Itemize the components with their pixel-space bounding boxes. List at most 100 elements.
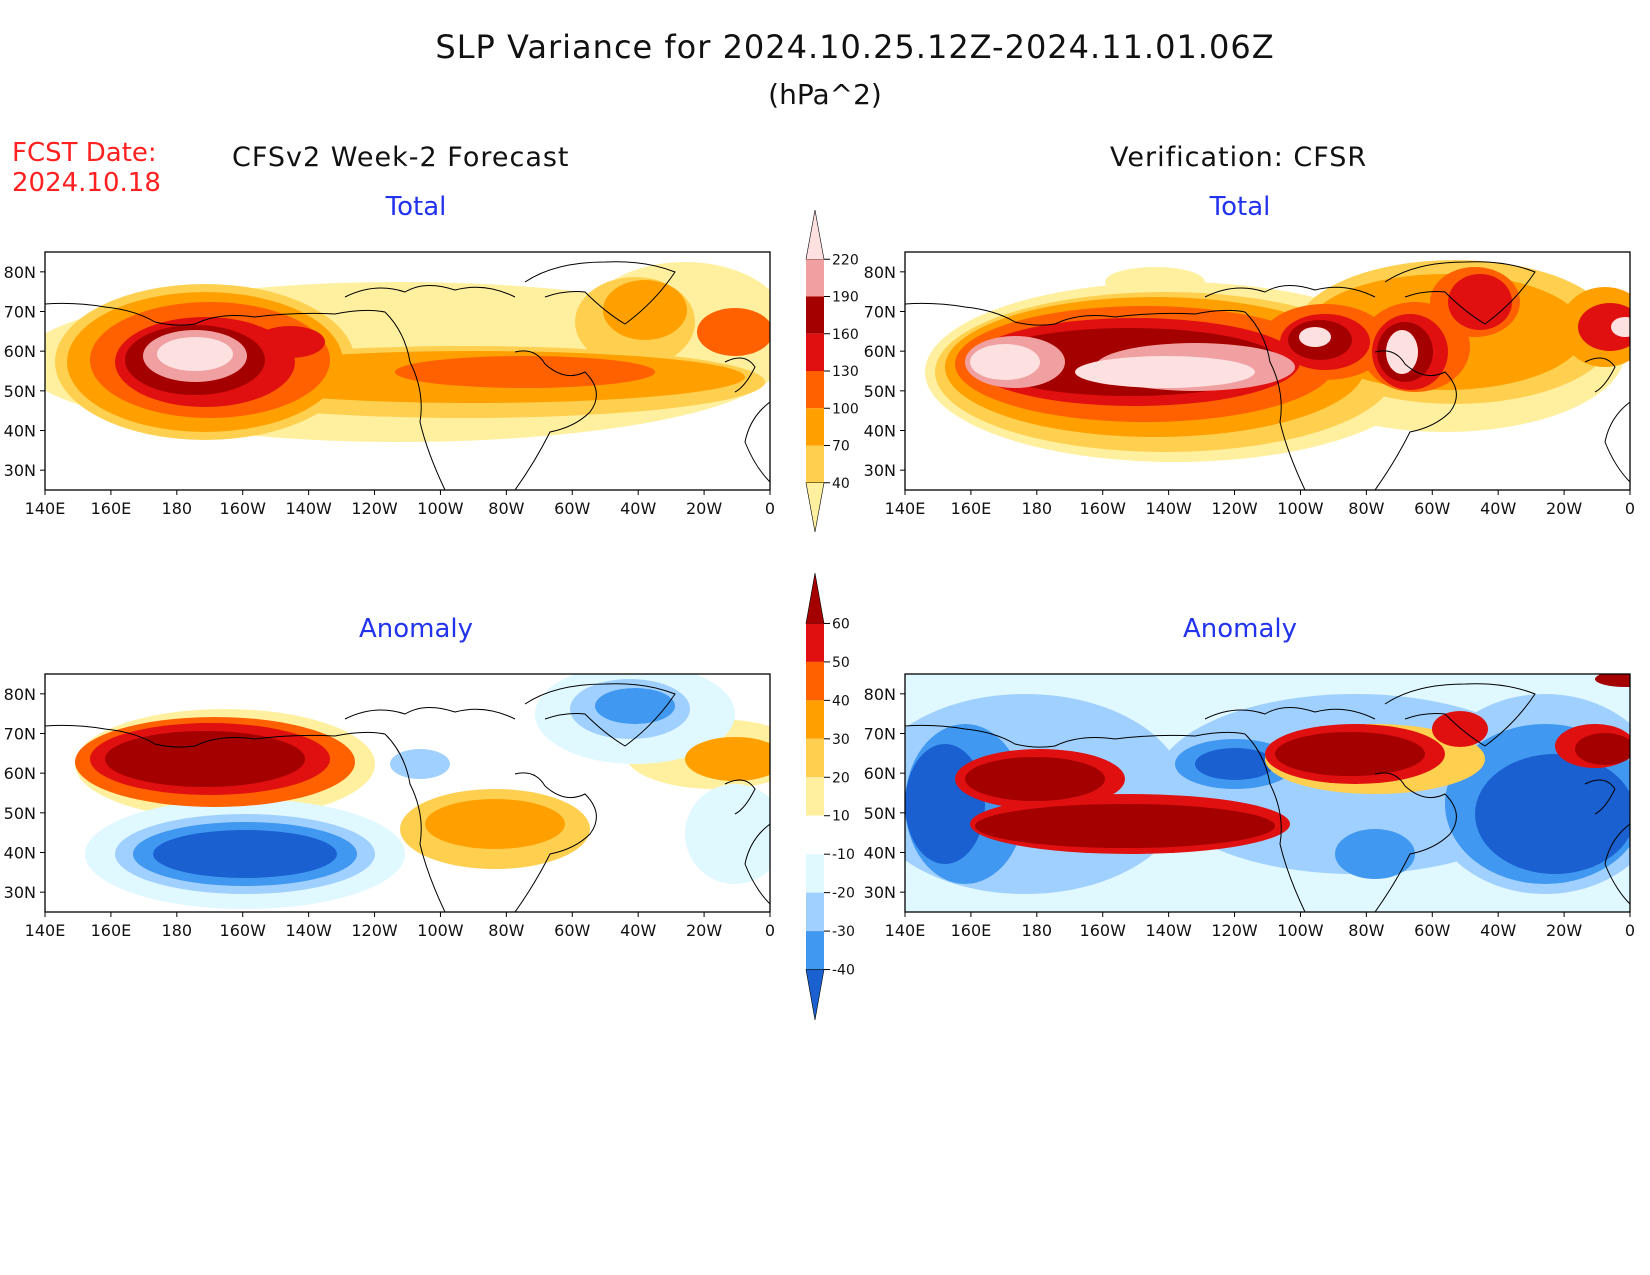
lat-tick-label: 30N [864, 461, 896, 480]
colorbar-label: 70 [832, 439, 850, 455]
shaded-contour [697, 308, 770, 356]
lon-tick-label: 80W [488, 921, 524, 940]
lon-tick-label: 140W [285, 921, 332, 940]
lon-tick-label: 120W [351, 921, 398, 940]
lon-tick-label: 0 [1625, 499, 1635, 518]
shaded-contour [970, 344, 1040, 380]
shaded-contour [1595, 674, 1630, 687]
shaded-contour [685, 737, 770, 781]
lon-tick-label: 60W [554, 499, 590, 518]
lon-tick-label: 180 [1022, 499, 1053, 518]
lon-tick-label: 60W [554, 921, 590, 940]
shaded-contour [1611, 317, 1630, 337]
lon-tick-label: 100W [1277, 921, 1324, 940]
colorbar-label: 190 [832, 290, 859, 306]
shaded-contour [1299, 327, 1331, 347]
colorbar-label: 20 [832, 770, 850, 786]
lon-tick-label: 80W [1348, 499, 1384, 518]
lat-tick-label: 30N [864, 883, 896, 902]
coastline [905, 724, 1056, 748]
coastline [384, 311, 446, 490]
coastline [1374, 350, 1457, 490]
verification-anomaly-frame [904, 673, 1631, 913]
lon-tick-label: 100W [417, 499, 464, 518]
coastline [1584, 779, 1616, 815]
coastline [514, 350, 597, 490]
lon-tick-label: 20W [686, 921, 722, 940]
coastline [344, 707, 516, 720]
shaded-contour [157, 337, 233, 371]
lon-tick-label: 140W [285, 499, 332, 518]
lon-tick-label: 140E [885, 921, 926, 940]
shaded-contour [255, 326, 325, 358]
shaded-contour [685, 784, 770, 884]
lon-tick-label: 40W [1480, 921, 1516, 940]
coastline [1384, 261, 1536, 325]
lat-tick-label: 80N [864, 263, 896, 282]
coastline [1604, 401, 1630, 483]
lat-tick-label: 70N [864, 303, 896, 322]
lon-tick-label: 140E [885, 499, 926, 518]
lon-tick-label: 80W [488, 499, 524, 518]
forecast-total-map: 140E 160E 180 160W 140W 120W 100W 80W 60W 40W 20W 0… [4, 251, 775, 518]
verification-anomaly-label: Anomaly [1182, 614, 1298, 644]
lon-tick-label: 160W [220, 921, 267, 940]
lon-tick-label: 120W [1211, 921, 1258, 940]
coastline [45, 724, 196, 748]
lat-tick-label: 30N [4, 461, 36, 480]
shaded-contour [1386, 330, 1418, 374]
forecast-anomaly-frame [44, 673, 771, 913]
shaded-contour [1578, 303, 1630, 351]
lon-tick-label: 140W [1145, 921, 1192, 940]
verification-total-map: 140E 160E 180 160W 140W 120W 100W 80W 60W 40W 20W 0… [864, 251, 1635, 518]
shaded-contour [1105, 267, 1205, 297]
coastline [1204, 707, 1376, 720]
lon-tick-label: 60W [1414, 499, 1450, 518]
lat-tick-label: 50N [864, 382, 896, 401]
shaded-contour [1195, 748, 1275, 780]
lat-tick-label: 50N [864, 804, 896, 823]
coastline [1244, 733, 1306, 912]
shaded-contour [390, 749, 450, 779]
shaded-contour [1275, 732, 1425, 776]
lon-tick-label: 20W [1546, 921, 1582, 940]
colorbar-label: 10 [832, 809, 850, 825]
shaded-contour [603, 280, 687, 340]
coastline [1204, 285, 1376, 298]
lat-tick-label: 30N [4, 883, 36, 902]
lon-tick-label: 140E [25, 921, 66, 940]
lat-tick-label: 60N [4, 764, 36, 783]
lon-tick-label: 0 [765, 921, 775, 940]
shaded-contour [153, 830, 337, 878]
lat-tick-label: 50N [4, 804, 36, 823]
lat-tick-label: 50N [4, 382, 36, 401]
forecast-date: 2024.10.18 [12, 168, 161, 198]
coastline [724, 779, 756, 815]
shaded-contour [975, 804, 1275, 848]
coastline [905, 302, 1056, 326]
coastline [344, 285, 516, 298]
shaded-contour [1475, 754, 1630, 874]
colorbar-label: -20 [832, 886, 855, 902]
shaded-contour [965, 757, 1105, 801]
colorbar-label: -30 [832, 924, 855, 940]
lon-tick-label: 100W [417, 921, 464, 940]
coastline [194, 309, 386, 325]
coastline [45, 302, 196, 326]
coastline [514, 772, 597, 912]
colorbar-label: 30 [832, 732, 850, 748]
shaded-contour [425, 799, 565, 849]
lon-tick-label: 20W [686, 499, 722, 518]
lon-tick-label: 120W [351, 499, 398, 518]
shaded-contour [1575, 733, 1630, 765]
coastline [194, 731, 386, 747]
lat-tick-label: 70N [4, 725, 36, 744]
shaded-contour [1432, 711, 1488, 747]
colorbar-label: 220 [832, 252, 859, 268]
shaded-contour [105, 731, 305, 787]
lon-tick-label: 160E [951, 921, 992, 940]
forecast-anomaly-label: Anomaly [358, 614, 474, 644]
coastline [1604, 823, 1630, 905]
coastline [1054, 731, 1246, 747]
forecast-total-frame [44, 251, 771, 491]
